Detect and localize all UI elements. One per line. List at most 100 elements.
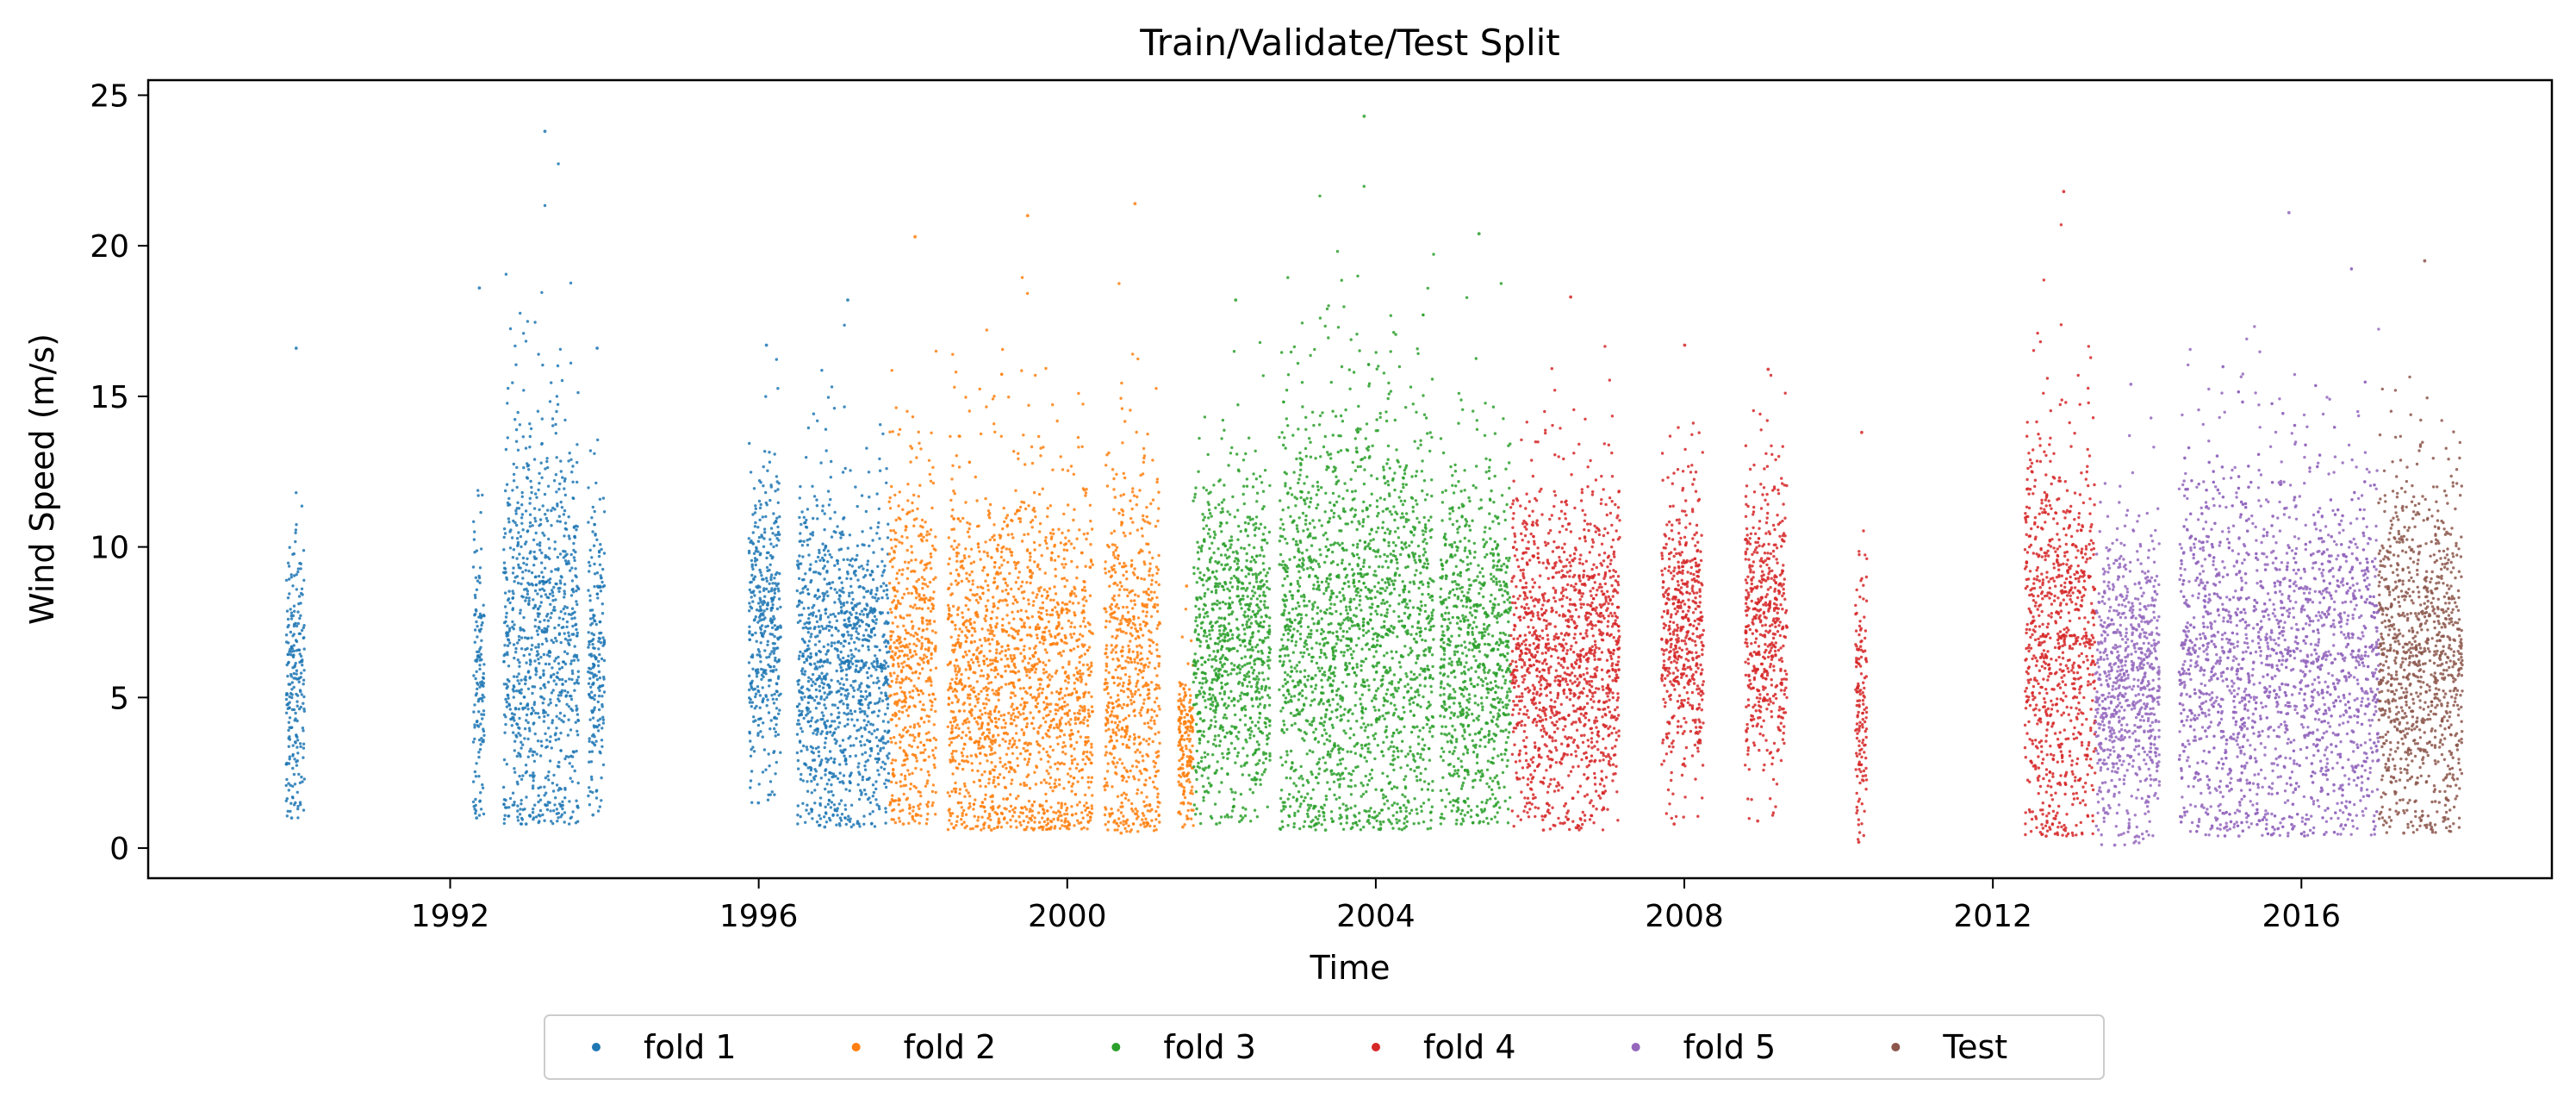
data-point <box>476 681 479 685</box>
data-point <box>1077 602 1080 605</box>
data-point <box>763 531 767 534</box>
data-point <box>514 651 518 654</box>
data-point <box>1023 758 1027 761</box>
data-point <box>947 536 951 540</box>
data-point <box>821 542 824 546</box>
data-point <box>934 576 937 579</box>
data-point <box>292 552 296 556</box>
data-point <box>1083 652 1087 656</box>
data-point <box>814 665 818 669</box>
data-point <box>764 672 768 676</box>
data-point <box>514 427 519 432</box>
data-point <box>887 771 891 776</box>
data-point <box>830 459 833 464</box>
data-point <box>884 661 888 664</box>
data-point <box>538 604 542 608</box>
data-point <box>563 757 567 761</box>
data-point <box>557 587 560 590</box>
data-point <box>754 549 757 553</box>
data-point <box>871 795 874 798</box>
data-point <box>868 573 872 577</box>
data-point <box>805 621 809 625</box>
data-point <box>771 670 775 673</box>
data-point <box>984 639 987 643</box>
data-point <box>1002 558 1006 562</box>
data-point <box>1039 611 1043 615</box>
data-point <box>1022 820 1026 823</box>
data-point <box>293 719 296 722</box>
data-point <box>517 565 521 570</box>
data-point <box>825 650 830 653</box>
data-point <box>863 712 867 716</box>
data-point <box>808 772 812 777</box>
data-point <box>1089 751 1092 754</box>
data-point <box>831 633 834 637</box>
data-point <box>554 738 557 742</box>
data-point <box>837 653 840 658</box>
data-point <box>950 724 955 727</box>
data-point <box>795 589 799 593</box>
data-point <box>961 566 965 571</box>
data-point <box>1009 804 1013 808</box>
data-point <box>569 707 573 711</box>
data-point <box>854 485 857 489</box>
data-point <box>563 554 567 558</box>
data-point <box>588 750 592 754</box>
data-point <box>1005 547 1009 551</box>
data-point <box>757 602 761 605</box>
data-point <box>286 596 290 600</box>
data-point <box>914 596 918 600</box>
data-point <box>541 531 544 535</box>
data-point <box>920 645 924 648</box>
data-point <box>569 569 572 572</box>
data-point <box>1070 635 1073 639</box>
data-point <box>541 813 544 817</box>
data-point <box>1005 603 1009 607</box>
data-point <box>543 630 546 634</box>
data-point <box>779 605 782 609</box>
data-point <box>477 615 481 619</box>
data-point <box>513 770 517 774</box>
data-point <box>931 749 935 752</box>
data-point <box>563 534 566 538</box>
data-point <box>837 568 841 571</box>
data-point <box>863 764 867 768</box>
data-point <box>482 663 486 666</box>
data-point <box>591 505 594 509</box>
data-point <box>295 692 298 696</box>
data-point <box>968 535 971 539</box>
data-point <box>481 717 484 720</box>
data-point <box>754 692 758 695</box>
data-point <box>1027 661 1030 665</box>
data-point <box>807 812 811 815</box>
data-point <box>287 728 290 733</box>
data-point <box>804 572 807 576</box>
data-point <box>899 784 903 788</box>
data-point <box>992 395 996 398</box>
data-point <box>774 656 777 660</box>
data-point <box>302 678 306 682</box>
data-point <box>476 579 480 583</box>
data-point <box>590 750 594 753</box>
data-point <box>1005 614 1009 617</box>
data-point <box>528 676 532 679</box>
data-point <box>982 662 986 666</box>
data-point <box>930 629 935 633</box>
data-point <box>536 712 540 715</box>
data-point <box>475 692 478 695</box>
data-point <box>925 533 929 537</box>
data-point <box>1039 724 1042 727</box>
data-point <box>1014 489 1017 492</box>
data-point <box>800 713 804 717</box>
data-point <box>562 626 565 629</box>
data-point <box>538 808 543 813</box>
data-point <box>971 769 974 772</box>
data-point <box>928 533 931 536</box>
data-point <box>961 767 965 771</box>
data-point <box>572 525 576 528</box>
data-point <box>930 680 933 683</box>
data-point <box>929 609 933 613</box>
data-point <box>804 626 808 629</box>
data-point <box>473 703 476 707</box>
data-point <box>767 711 771 714</box>
